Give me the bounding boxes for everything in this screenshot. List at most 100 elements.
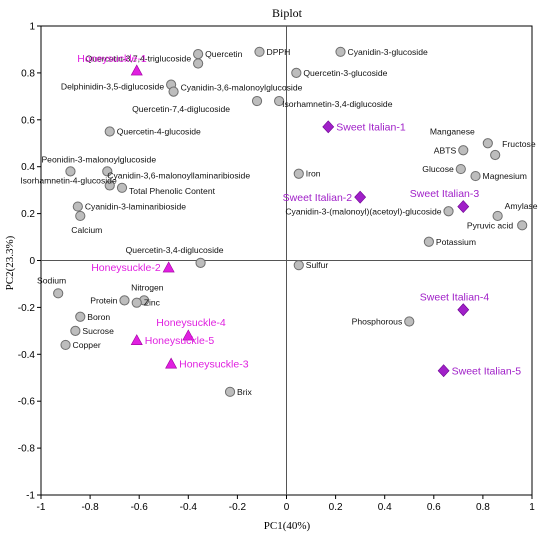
point-label-cyanidin-3-6-malonoyllaminaribioside: Cyanidin-3,6-malonoyllaminaribioside	[107, 170, 250, 180]
variable-point-cyanidin-3-laminaribioside	[72, 201, 83, 212]
point-label-honeysuckle-2: Honeysuckle-2	[91, 262, 161, 274]
honeysuckle-marker-honeysuckle-1	[130, 64, 143, 76]
point-label-amylase: Amylase	[505, 201, 538, 211]
variable-point-boron	[75, 311, 86, 322]
variable-point-isorhamnetin-4-glucoside	[104, 180, 115, 191]
point-label-sweet-italian-2: Sweet Italian-2	[283, 192, 353, 204]
y-tick-label: -0.8	[18, 444, 36, 455]
point-label-zinc: Zinc	[144, 298, 161, 308]
variable-point-dpph	[254, 46, 265, 57]
data-points: Quercetin DPPH Cyanidin-3-glucoside Quercet…	[20, 46, 538, 397]
point-label-protein: Protein	[90, 295, 117, 305]
chart-title: Biplot	[272, 6, 303, 20]
x-tick-label: -0.6	[131, 502, 149, 513]
x-tick-label: 0	[284, 502, 290, 513]
point-label-sweet-italian-5: Sweet Italian-5	[452, 365, 522, 377]
point-label-sulfur: Sulfur	[306, 260, 329, 270]
variable-point-cyanidin-3-6-malonoyllaminaribioside	[102, 166, 113, 177]
point-label-honeysuckle-4: Honeysuckle-4	[156, 317, 226, 329]
sweet-italian-marker-sweet-italian-4	[457, 303, 470, 317]
variable-point-quercetin-3-7-4-triglucoside	[193, 58, 204, 69]
variable-point-calcium	[75, 210, 86, 222]
point-label-pyruvic-acid: Pyruvic acid	[467, 220, 514, 230]
point-label-calcium: Calcium	[71, 225, 102, 235]
point-label-sweet-italian-3: Sweet Italian-3	[410, 188, 480, 200]
variable-point-abts	[458, 145, 469, 156]
x-tick-label: -0.2	[229, 502, 247, 513]
variable-point-phosphorous	[404, 316, 415, 327]
point-label-dpph: DPPH	[266, 47, 290, 57]
variable-point-copper	[60, 339, 71, 351]
honeysuckle-marker-honeysuckle-5	[130, 334, 143, 346]
x-axis-title: PC1(40%)	[264, 520, 311, 532]
variable-point-zinc	[131, 297, 142, 308]
variable-point-peonidin-3-malonoylglucoside	[65, 166, 76, 177]
y-tick-label: 0.4	[21, 162, 35, 173]
x-tick-label: -1	[37, 502, 46, 513]
x-tick-label: -0.8	[81, 502, 99, 513]
point-label-honeysuckle-5: Honeysuckle-5	[145, 335, 215, 347]
variable-point-cyanidin-3-6-malonoylglucoside	[168, 86, 179, 97]
x-tick-label: 1	[529, 502, 535, 513]
variable-point-iron	[293, 168, 304, 179]
variable-point-amylase	[492, 210, 503, 222]
variable-point-sulfur	[293, 260, 304, 271]
variable-point-quercetin-4-glucoside	[104, 126, 115, 137]
point-label-potassium: Potassium	[436, 237, 476, 247]
point-label-total-phenolic-content: Total Phenolic Content	[129, 186, 216, 196]
y-tick-label: -0.6	[18, 397, 36, 408]
variable-point-fructose	[490, 149, 501, 161]
honeysuckle-marker-honeysuckle-4	[182, 329, 195, 341]
y-tick-label: 0.6	[21, 115, 35, 126]
point-label-cyanidin-3-6-malonoylglucoside: Cyanidin-3,6-malonoylglucoside	[181, 83, 303, 93]
variable-point-total-phenolic-content	[116, 182, 128, 193]
point-label-sweet-italian-4: Sweet Italian-4	[420, 291, 490, 303]
point-label-cyanidin-3-glucoside: Cyanidin-3-glucoside	[348, 47, 428, 57]
sweet-italian-marker-sweet-italian-3	[457, 200, 470, 214]
honeysuckle-marker-honeysuckle-3	[165, 357, 178, 369]
x-tick-label: 0.2	[329, 502, 343, 513]
variable-point-cyanidin-3-glucoside	[335, 46, 346, 57]
y-tick-label: -0.4	[18, 350, 36, 361]
point-label-isorhamnetin-4-glucoside: Isorhamnetin-4-glucoside	[20, 175, 117, 185]
point-label-sucrose: Sucrose	[82, 326, 114, 336]
x-tick-label: 0.8	[476, 502, 490, 513]
sweet-italian-marker-sweet-italian-2	[354, 190, 367, 204]
x-tick-label: 0.4	[378, 502, 392, 513]
point-label-honeysuckle-1: Honeysuckle-1	[77, 53, 147, 65]
y-tick-label: -1	[26, 491, 35, 502]
point-label-copper: Copper	[73, 340, 101, 350]
point-label-quercetin-3-7-4-triglucoside: Quercetin-3,7,4-triglucoside	[86, 54, 192, 64]
variable-point-quercetin-3-glucoside	[291, 67, 302, 79]
sweet-italian-marker-sweet-italian-1	[322, 120, 335, 134]
point-label-delphinidin-3-5-diglucoside: Delphinidin-3,5-diglucoside	[61, 82, 164, 92]
point-label-cyanidin-3-laminaribioside: Cyanidin-3-laminaribioside	[85, 202, 186, 212]
variable-point-pyruvic-acid	[517, 220, 528, 231]
y-tick-label: -0.2	[18, 303, 36, 314]
honeysuckle-marker-honeysuckle-2	[162, 261, 175, 273]
point-label-abts: ABTS	[434, 145, 457, 155]
sweet-italian-marker-sweet-italian-5	[437, 364, 450, 378]
y-tick-label: 0	[29, 256, 35, 267]
point-label-quercetin-7-4-diglucoside: Quercetin-7,4-diglucoside	[132, 104, 230, 114]
point-label-sodium: Sodium	[37, 275, 66, 285]
plot-frame	[40, 25, 533, 496]
point-label-brix: Brix	[237, 387, 253, 397]
x-tick-label: -0.4	[180, 502, 198, 513]
point-label-quercetin-4-glucoside: Quercetin-4-glucoside	[117, 127, 201, 137]
point-label-quercetin-3-glucoside: Quercetin-3-glucoside	[303, 68, 387, 78]
point-label-quercetin: Quercetin	[205, 49, 242, 59]
axis-ticks: -1 -0.8 -0.6 -0.4 -0.2 0 0.2 0.4 0.6 0.8 1 -1 -0.8 -0…	[18, 22, 535, 514]
variable-point-cyanidin-3-malonoyl-acetoyl-glucoside	[443, 206, 454, 217]
point-label-sweet-italian-1: Sweet Italian-1	[336, 122, 406, 134]
point-label-manganese: Manganese	[430, 126, 475, 136]
y-tick-label: 1	[29, 22, 35, 33]
y-axis-title: PC2(23.3%)	[4, 235, 16, 290]
point-label-fructose: Fructose	[502, 139, 536, 149]
point-label-glucose: Glucose	[422, 164, 454, 174]
variable-point-sucrose	[70, 325, 81, 336]
variable-point-magnesium	[470, 170, 481, 182]
variable-point-quercetin-7-4-diglucoside	[251, 95, 263, 107]
point-label-magnesium: Magnesium	[483, 171, 527, 181]
